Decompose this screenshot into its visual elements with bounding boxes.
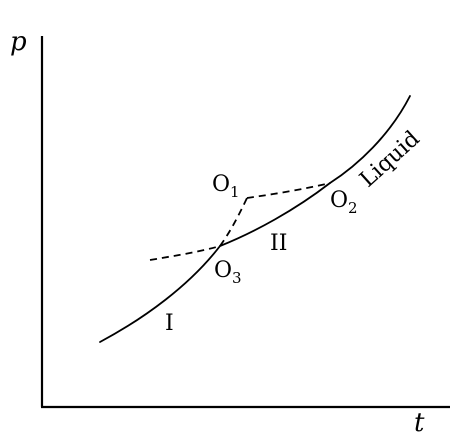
curve-label-ii: II — [270, 231, 287, 256]
curve-label-i: I — [165, 311, 174, 336]
dashed-extension-o1-o2 — [246, 182, 331, 199]
point-o3-letter: O — [214, 258, 232, 283]
curve-label-liquid: Liquid — [355, 126, 425, 192]
point-o1-letter: O — [212, 172, 230, 197]
point-label-o3: O3 — [214, 258, 242, 287]
y-axis-label: p — [10, 27, 27, 57]
point-label-o1: O1 — [212, 172, 240, 201]
point-label-o2: O2 — [330, 188, 358, 217]
dashed-extension-o3-o1 — [219, 197, 248, 247]
dashed-extension-left — [149, 245, 221, 261]
point-o3-index: 3 — [232, 269, 242, 287]
point-o1-index: 1 — [230, 183, 240, 201]
point-o2-index: 2 — [348, 199, 358, 217]
x-axis-label: t — [414, 408, 425, 438]
curve-i — [99, 245, 221, 343]
curve-ii — [219, 182, 331, 247]
curve-liquid — [329, 95, 411, 184]
point-o2-letter: O — [330, 188, 348, 213]
